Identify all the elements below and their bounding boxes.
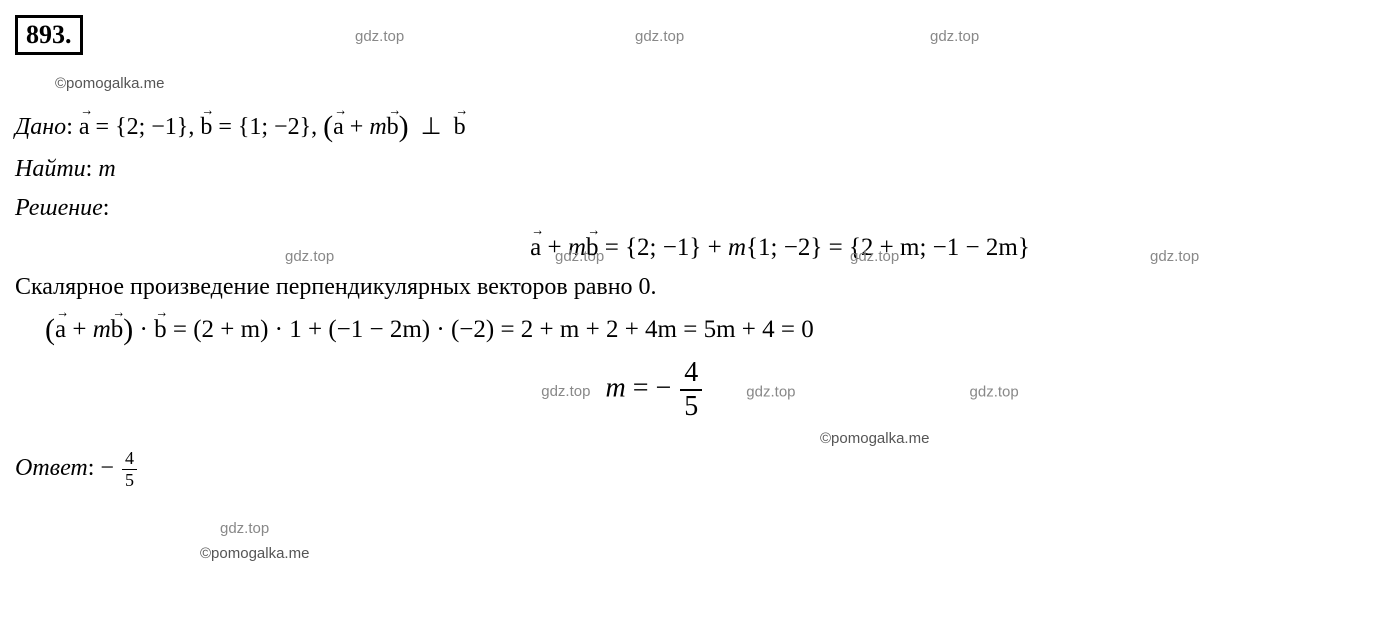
eq-sign: = [626, 372, 656, 403]
solution-label: Решение [15, 195, 103, 221]
watermark-gdz: gdz.top [541, 383, 590, 400]
find-value: m [98, 156, 115, 182]
vector-b: b [200, 114, 212, 141]
find-label: Найти [15, 156, 86, 182]
problem-number-box: 893. [15, 15, 83, 55]
b-coords: {1; −2} [238, 114, 311, 140]
frac-den: 5 [122, 470, 137, 491]
comma: , [188, 114, 200, 140]
watermark-gdz: gdz.top [220, 520, 269, 537]
vector-b: b [387, 114, 399, 141]
frac-num: 4 [680, 357, 702, 391]
colon: : [66, 114, 79, 140]
vector-a: a [333, 114, 344, 141]
answer-label: Ответ [15, 455, 88, 481]
dot-sign: · [133, 316, 154, 343]
vector-a: a [530, 234, 541, 262]
m-var: m [93, 316, 111, 343]
vector-a: a [79, 114, 90, 141]
eq-sign: = [90, 114, 116, 140]
equation-3: gdz.top m = − 4 5 gdz.top gdz.top [215, 357, 1345, 423]
answer-line: Ответ: − 4 5 [15, 448, 1385, 491]
vector-b: b [454, 114, 466, 141]
plus-sign: + [66, 316, 93, 343]
frac-num: 4 [122, 448, 137, 470]
watermark-cp: ©pomogalka.me [200, 545, 309, 562]
plus-sign: + [701, 234, 728, 261]
paren-open: ( [45, 313, 55, 346]
vector-b: b [154, 316, 167, 344]
watermark-gdz: gdz.top [355, 28, 404, 45]
watermark-gdz: gdz.top [746, 383, 795, 400]
problem-number: 893. [26, 20, 72, 49]
equation-2: (a + mb) · b = (2 + m) · 1 + (−1 − 2m) ·… [45, 313, 1385, 347]
m-var: m [728, 234, 746, 261]
eq2-rhs: = (2 + m) · 1 + (−1 − 2m) · (−2) = 2 + m… [167, 316, 814, 343]
find-line: Найти: m [15, 156, 1385, 183]
plus-sign: + [344, 114, 370, 140]
fraction-small: 4 5 [122, 448, 137, 491]
watermark-gdz: gdz.top [850, 248, 899, 265]
watermark-gdz: gdz.top [635, 28, 684, 45]
colon: : [88, 455, 101, 481]
solution-line: Решение: [15, 195, 1385, 222]
colon: : [86, 156, 99, 182]
watermark-cp: ©pomogalka.me [55, 75, 164, 92]
perp-sign: ⊥ [421, 114, 442, 140]
eq1-part1: {2; −1} [625, 234, 701, 261]
colon: : [103, 195, 110, 221]
fraction: 4 5 [680, 357, 702, 423]
minus-sign: − [656, 372, 672, 403]
eq1-part2: {1; −2} [746, 234, 822, 261]
paren-open: ( [323, 110, 333, 143]
watermark-cp: ©pomogalka.me [820, 430, 929, 447]
given-label: Дано [15, 114, 66, 140]
minus-sign: − [100, 455, 114, 481]
eq-sign: = [822, 234, 849, 261]
vector-a: a [55, 316, 66, 344]
a-coords: {2; −1} [115, 114, 188, 140]
watermark-gdz: gdz.top [1150, 248, 1199, 265]
comma: , [311, 114, 323, 140]
m-var: m [605, 372, 625, 403]
eq-sign: = [212, 114, 238, 140]
vector-b: b [586, 234, 599, 262]
given-line: Дано: a = {2; −1}, b = {1; −2}, (a + mb)… [15, 110, 1385, 144]
m-var: m [369, 114, 386, 140]
watermark-gdz: gdz.top [285, 248, 334, 265]
frac-den: 5 [680, 391, 702, 423]
vector-b: b [111, 316, 124, 344]
watermark-gdz: gdz.top [970, 383, 1019, 400]
scalar-text: Скалярное произведение перпендикулярных … [15, 274, 1385, 301]
watermark-gdz: gdz.top [930, 28, 979, 45]
